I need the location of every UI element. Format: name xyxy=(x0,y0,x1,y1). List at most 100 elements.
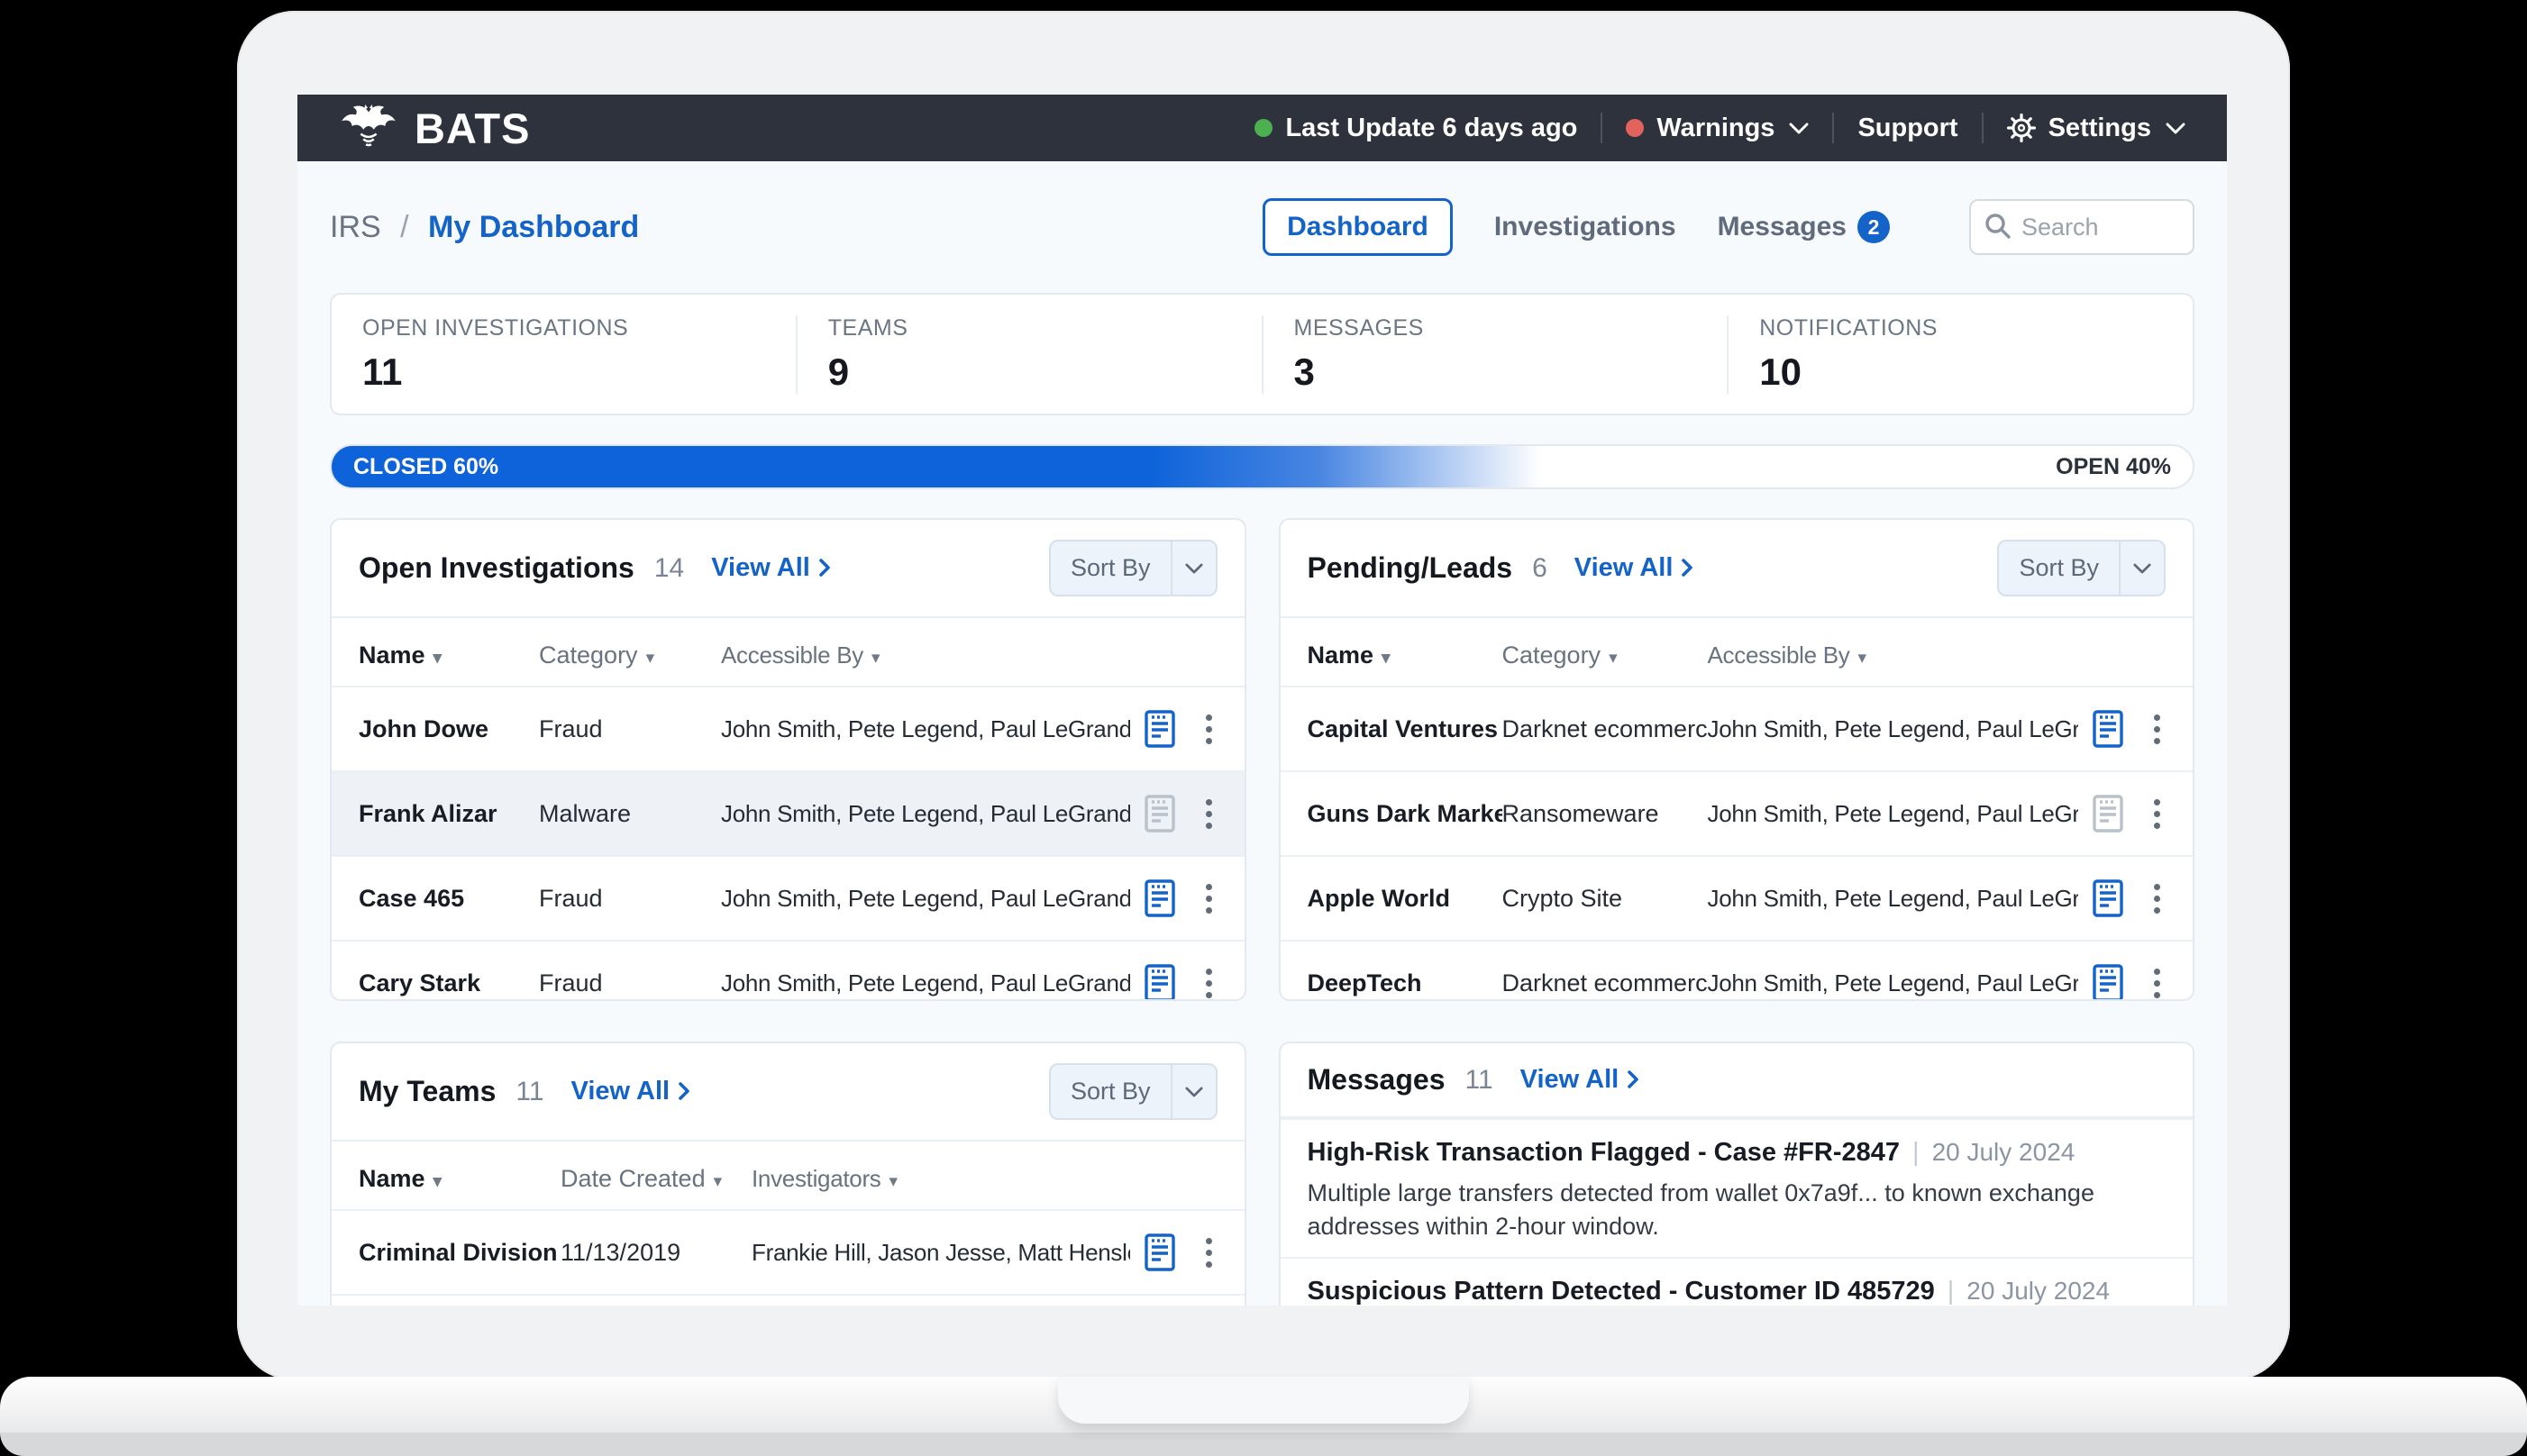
stat-value: 9 xyxy=(827,350,850,393)
table-row[interactable]: Other Division 11/13/2019 Danny Way, Fra… xyxy=(332,1294,1245,1306)
last-update-label: Last Update 6 days ago xyxy=(1285,113,1578,142)
column-header-date-created[interactable]: Date Created ▾ xyxy=(561,1165,723,1192)
chevron-down-icon[interactable] xyxy=(2119,541,2164,595)
stat-notifications: NOTIFICATIONS 10 xyxy=(1727,314,2193,394)
breadcrumb-separator: / xyxy=(400,209,409,244)
sort-desc-icon: ▾ xyxy=(1609,649,1618,668)
kebab-menu-icon[interactable] xyxy=(2148,963,2166,1000)
row-accessible-by: John Smith, Pete Legend, Paul LeGrand... xyxy=(721,884,1130,912)
sort-by-label: Sort By xyxy=(2019,554,2099,581)
table-row[interactable]: Apple World Crypto Site John Smith, Pete… xyxy=(1280,855,2193,940)
table-row[interactable]: Guns Dark Market Ransomeware John Smith,… xyxy=(1280,770,2193,855)
table-row[interactable]: Capital Ventures Darknet ecommerce John … xyxy=(1280,686,2193,770)
column-header-accessible-by[interactable]: Accessible By ▾ xyxy=(1707,642,1867,669)
brand-name: BATS xyxy=(415,104,531,152)
message-item[interactable]: High-Risk Transaction Flagged - Case #FR… xyxy=(1280,1118,2193,1257)
support-label: Support xyxy=(1857,113,1958,142)
brand-logo[interactable]: BATS xyxy=(339,103,531,153)
row-category: Crypto Site xyxy=(1501,884,1623,912)
sort-by-button[interactable]: Sort By xyxy=(1048,1063,1218,1120)
tab-dashboard[interactable]: Dashboard xyxy=(1263,198,1453,256)
column-header-investigators[interactable]: Investigators ▾ xyxy=(752,1165,899,1192)
sort-desc-icon: ▾ xyxy=(713,1172,723,1191)
sort-by-button[interactable]: Sort By xyxy=(1997,540,2166,596)
chevron-down-icon[interactable] xyxy=(1170,1065,1216,1118)
breadcrumb-current[interactable]: My Dashboard xyxy=(428,209,640,244)
row-category: Darknet ecommerce xyxy=(1501,969,1708,996)
document-icon[interactable] xyxy=(1144,710,1175,748)
stat-value: 3 xyxy=(1293,350,1315,393)
row-category: Darknet ecommerce xyxy=(1501,714,1708,742)
column-header-name[interactable]: Name ▾ xyxy=(359,642,442,669)
view-all-link[interactable]: View All xyxy=(711,553,831,583)
stat-label: NOTIFICATIONS xyxy=(1759,314,1938,341)
table-row[interactable]: Frank Alizar Malware John Smith, Pete Le… xyxy=(332,770,1245,855)
tab-investigations[interactable]: Investigations xyxy=(1493,212,1676,241)
sort-by-label: Sort By xyxy=(1070,554,1151,581)
row-category: Malware xyxy=(539,799,632,827)
kebab-menu-icon[interactable] xyxy=(2148,794,2166,834)
column-header-category[interactable]: Category ▾ xyxy=(1501,642,1618,669)
document-icon[interactable] xyxy=(2093,795,2123,833)
settings-label: Settings xyxy=(2048,113,2151,142)
view-all-link[interactable]: View All xyxy=(1520,1065,1640,1095)
stat-value: 11 xyxy=(362,350,403,393)
stat-label: OPEN INVESTIGATIONS xyxy=(362,314,629,341)
row-accessible-by: John Smith, Pete Legend, Paul LeGrand... xyxy=(1707,714,2079,742)
sort-desc-icon: ▾ xyxy=(889,1172,899,1191)
table-row[interactable]: Cary Stark Fraud John Smith, Pete Legend… xyxy=(332,940,1245,1000)
kebab-menu-icon[interactable] xyxy=(1200,878,1218,919)
tab-messages-label: Messages xyxy=(1717,212,1847,241)
column-header-category[interactable]: Category ▾ xyxy=(539,642,655,669)
document-icon[interactable] xyxy=(2093,964,2123,999)
pending-leads-card: Pending/Leads 6 View All Sort By xyxy=(1278,518,2194,1001)
table-row[interactable]: John Dowe Fraud John Smith, Pete Legend,… xyxy=(332,686,1245,770)
progress-closed-label: CLOSED 60% xyxy=(353,453,499,479)
document-icon[interactable] xyxy=(1144,964,1175,999)
card-title: My Teams xyxy=(359,1075,497,1107)
column-header-accessible-by[interactable]: Accessible By ▾ xyxy=(721,642,880,669)
kebab-menu-icon[interactable] xyxy=(2148,709,2166,750)
view-all-label: View All xyxy=(711,553,810,582)
warnings-menu[interactable]: Warnings xyxy=(1626,114,1809,143)
view-all-link[interactable]: View All xyxy=(1574,553,1694,583)
document-icon[interactable] xyxy=(1144,1233,1175,1271)
table-row[interactable]: DeepTech Darknet ecommerce John Smith, P… xyxy=(1280,940,2193,1000)
settings-menu[interactable]: Settings xyxy=(2006,113,2185,143)
document-icon[interactable] xyxy=(1144,795,1175,833)
tab-messages[interactable]: Messages 2 xyxy=(1718,211,1890,243)
row-name: DeepTech xyxy=(1307,969,1422,996)
kebab-menu-icon[interactable] xyxy=(1200,1233,1218,1273)
column-header-name[interactable]: Name ▾ xyxy=(1307,642,1391,669)
sort-desc-icon: ▾ xyxy=(1382,649,1391,668)
support-link[interactable]: Support xyxy=(1857,114,1957,143)
kebab-menu-icon[interactable] xyxy=(1200,794,1218,834)
view-all-link[interactable]: View All xyxy=(571,1077,691,1106)
chevron-down-icon[interactable] xyxy=(1170,541,1216,595)
row-category: Fraud xyxy=(539,884,603,912)
messages-card: Messages 11 View All High-Risk Transacti… xyxy=(1278,1042,2194,1306)
stat-value: 10 xyxy=(1759,350,1802,393)
document-icon[interactable] xyxy=(2093,879,2123,917)
table-row[interactable]: Criminal Division 11/13/2019 Frankie Hil… xyxy=(332,1209,1245,1294)
document-icon[interactable] xyxy=(1144,879,1175,917)
sort-desc-icon: ▾ xyxy=(433,1172,442,1191)
kebab-menu-icon[interactable] xyxy=(2148,878,2166,919)
card-title: Messages xyxy=(1307,1063,1446,1096)
row-accessible-by: John Smith, Pete Legend, Paul LeGrand... xyxy=(1707,799,2079,827)
sort-by-button[interactable]: Sort By xyxy=(1048,540,1218,596)
document-icon[interactable] xyxy=(2093,710,2123,748)
table-header-row: Name ▾ Category ▾ Accessible By ▾ xyxy=(1281,618,2194,686)
laptop-notch xyxy=(1058,1377,1469,1424)
message-item[interactable]: Suspicious Pattern Detected - Customer I… xyxy=(1280,1257,2193,1306)
breadcrumb-root[interactable]: IRS xyxy=(330,209,381,244)
kebab-menu-icon[interactable] xyxy=(1200,709,1218,750)
table-row[interactable]: Case 465 Fraud John Smith, Pete Legend, … xyxy=(332,855,1245,940)
stats-strip: OPEN INVESTIGATIONS 11 TEAMS 9 MESSAGES … xyxy=(330,293,2194,415)
search-input[interactable] xyxy=(1969,199,2194,255)
column-header-name[interactable]: Name ▾ xyxy=(359,1165,442,1192)
chevron-down-icon xyxy=(2166,123,2185,134)
kebab-menu-icon[interactable] xyxy=(1200,963,1218,1000)
table-header-row: Name ▾ Date Created ▾ Investigators ▾ xyxy=(332,1142,1245,1209)
message-body: Multiple large transfers detected from w… xyxy=(1307,1179,2094,1240)
